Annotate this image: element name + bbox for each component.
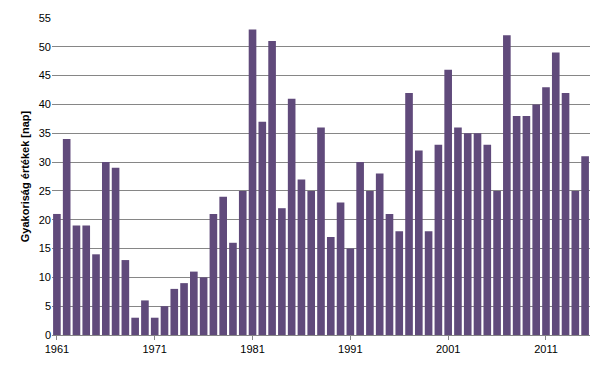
svg-text:2011: 2011 [534, 343, 558, 355]
svg-text:5: 5 [45, 300, 51, 312]
svg-text:1991: 1991 [338, 343, 362, 355]
svg-text:50: 50 [39, 41, 51, 53]
svg-text:1971: 1971 [142, 343, 166, 355]
svg-text:40: 40 [39, 98, 51, 110]
svg-text:1961: 1961 [45, 343, 69, 355]
svg-text:2001: 2001 [436, 343, 460, 355]
svg-text:Gyakoriság értékek [nap]: Gyakoriság értékek [nap] [19, 110, 31, 242]
svg-text:20: 20 [39, 214, 51, 226]
svg-text:25: 25 [39, 185, 51, 197]
svg-text:30: 30 [39, 156, 51, 168]
svg-text:1981: 1981 [240, 343, 264, 355]
svg-text:15: 15 [39, 242, 51, 254]
svg-text:45: 45 [39, 69, 51, 81]
svg-text:35: 35 [39, 127, 51, 139]
svg-text:0: 0 [45, 329, 51, 341]
svg-text:55: 55 [39, 12, 51, 24]
svg-text:10: 10 [39, 271, 51, 283]
